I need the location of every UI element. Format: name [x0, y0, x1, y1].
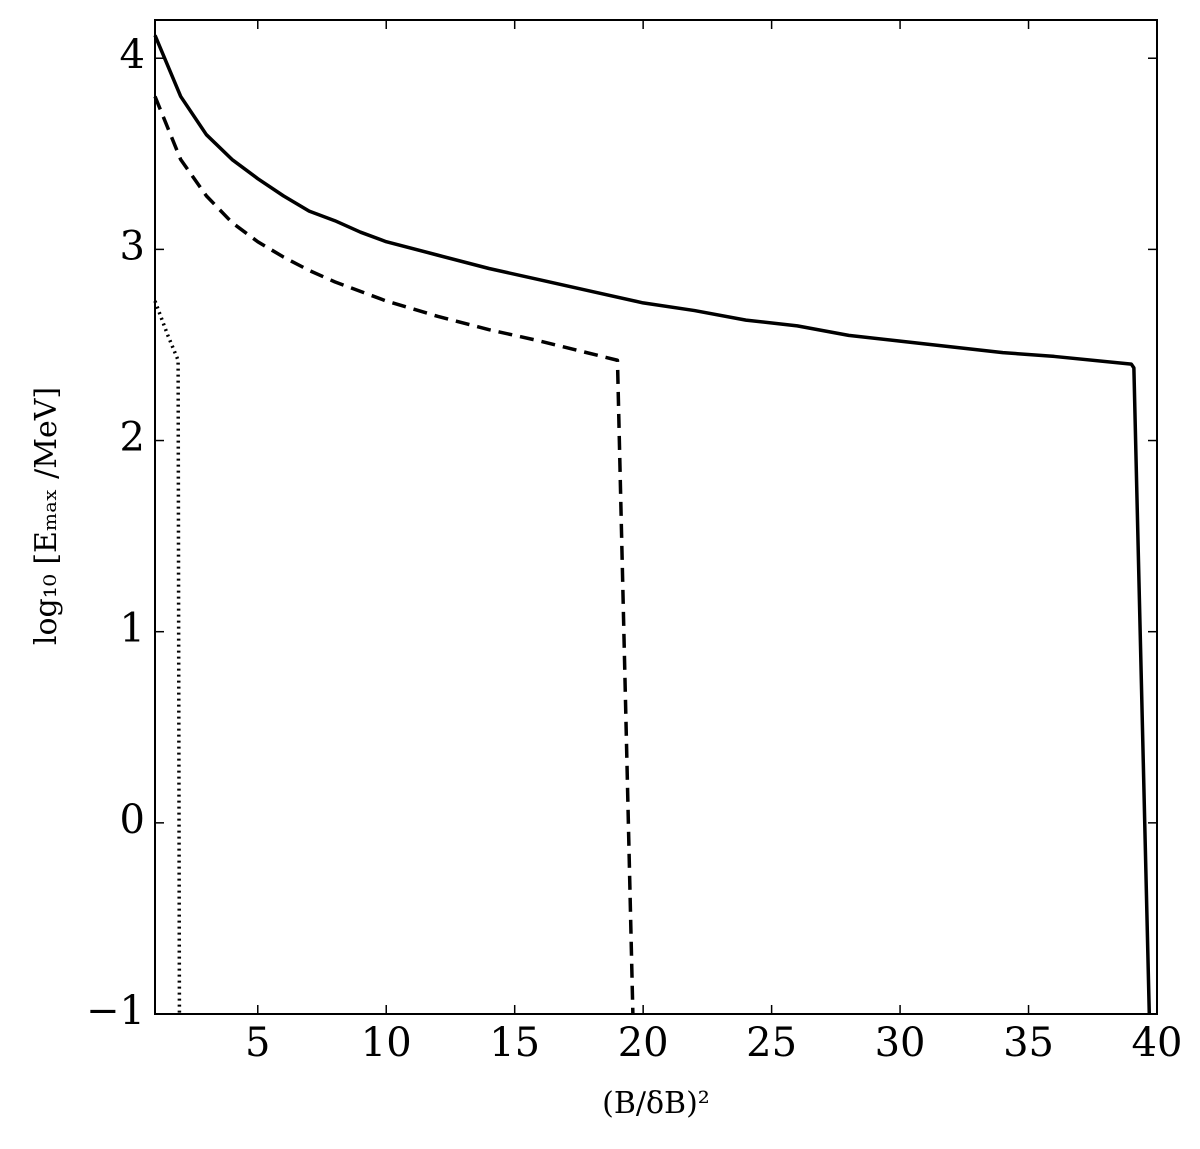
series-line: [153, 34, 1152, 1015]
x-tick-label: 30: [875, 1020, 926, 1066]
x-tick-label: 35: [1003, 1020, 1054, 1066]
y-tick-label: 1: [120, 606, 145, 652]
series-line: [153, 300, 182, 1015]
series-line: [153, 95, 635, 1015]
y-axis-label: log₁₀ [Eₘₐₓ /MeV]: [29, 387, 64, 645]
x-tick-label: 5: [245, 1020, 270, 1066]
x-tick-label: 25: [746, 1020, 797, 1066]
y-tick-label: 4: [120, 32, 145, 78]
plot-frame: [154, 19, 1158, 1015]
x-tick-label: 10: [361, 1020, 412, 1066]
x-tick-label: 40: [1132, 1020, 1183, 1066]
y-tick-label: 3: [120, 223, 145, 269]
x-tick-label: 20: [618, 1020, 669, 1066]
y-tick-label: 2: [120, 415, 145, 461]
x-tick-label: 15: [489, 1020, 540, 1066]
y-tick-label: −1: [86, 988, 145, 1034]
x-axis-label: (B/δB)²: [602, 1086, 710, 1121]
y-tick-label: 0: [120, 797, 145, 843]
